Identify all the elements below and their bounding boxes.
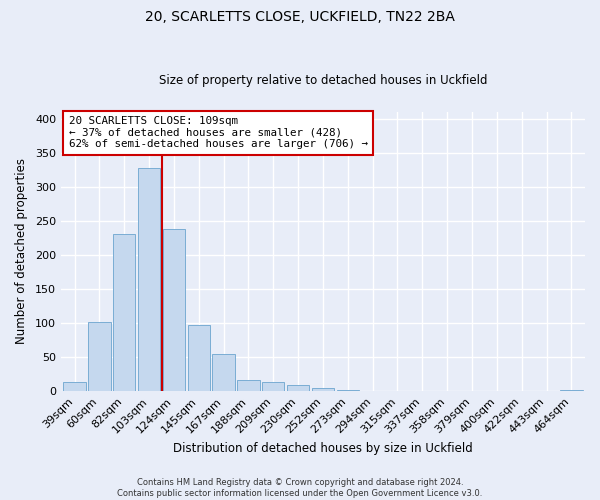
Bar xyxy=(212,354,235,391)
Text: 20, SCARLETTS CLOSE, UCKFIELD, TN22 2BA: 20, SCARLETTS CLOSE, UCKFIELD, TN22 2BA xyxy=(145,10,455,24)
Bar xyxy=(237,380,260,391)
Bar xyxy=(361,390,384,391)
Bar xyxy=(138,168,160,391)
Bar xyxy=(337,390,359,391)
Bar xyxy=(287,385,310,391)
Bar xyxy=(188,325,210,391)
Y-axis label: Number of detached properties: Number of detached properties xyxy=(15,158,28,344)
Bar xyxy=(64,382,86,391)
X-axis label: Distribution of detached houses by size in Uckfield: Distribution of detached houses by size … xyxy=(173,442,473,455)
Bar xyxy=(88,322,110,391)
Bar xyxy=(163,229,185,391)
Bar xyxy=(560,390,583,391)
Bar xyxy=(312,388,334,391)
Bar xyxy=(386,390,409,391)
Text: 20 SCARLETTS CLOSE: 109sqm
← 37% of detached houses are smaller (428)
62% of sem: 20 SCARLETTS CLOSE: 109sqm ← 37% of deta… xyxy=(69,116,368,149)
Title: Size of property relative to detached houses in Uckfield: Size of property relative to detached ho… xyxy=(159,74,487,87)
Bar xyxy=(113,234,136,391)
Bar xyxy=(262,382,284,391)
Bar xyxy=(485,390,508,391)
Text: Contains HM Land Registry data © Crown copyright and database right 2024.
Contai: Contains HM Land Registry data © Crown c… xyxy=(118,478,482,498)
